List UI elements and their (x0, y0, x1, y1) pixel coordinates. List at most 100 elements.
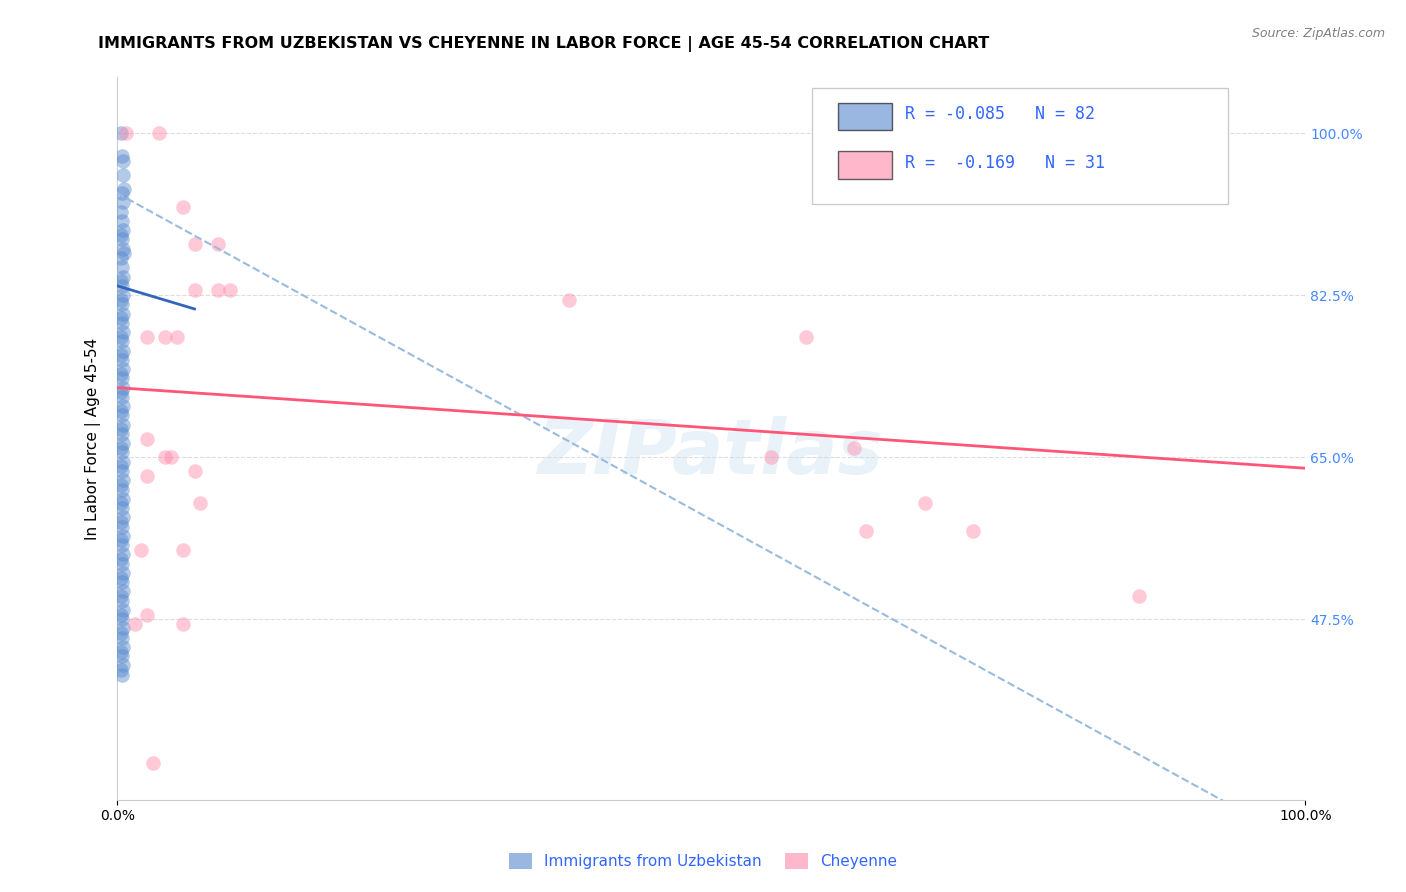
FancyBboxPatch shape (838, 103, 891, 130)
Point (112, 307, 135, 321)
Point (112, 529, 135, 543)
Point (1128, 589, 1150, 603)
Point (112, 473, 135, 487)
Point (153, 330, 176, 344)
Point (110, 459, 132, 474)
Point (796, 330, 818, 344)
Point (112, 325, 135, 339)
Point (111, 445, 134, 459)
Point (136, 432, 159, 446)
Point (110, 496, 132, 510)
Point (112, 362, 135, 376)
Point (112, 246, 135, 260)
Point (111, 232, 134, 246)
Point (207, 284, 229, 298)
Point (110, 385, 132, 400)
Point (148, 126, 170, 140)
Point (112, 343, 135, 358)
Point (111, 390, 134, 404)
Point (112, 288, 135, 302)
FancyBboxPatch shape (813, 88, 1229, 204)
Point (153, 450, 176, 464)
Point (172, 542, 194, 557)
Point (855, 524, 877, 539)
Point (112, 223, 135, 237)
Point (110, 644, 132, 658)
Point (111, 427, 134, 442)
Point (183, 237, 205, 252)
Text: Source: ZipAtlas.com: Source: ZipAtlas.com (1251, 27, 1385, 40)
Point (111, 149, 134, 163)
Point (110, 330, 132, 344)
Point (110, 251, 132, 265)
Text: ZIPatlas: ZIPatlas (538, 416, 884, 490)
Point (219, 284, 242, 298)
Point (112, 181, 135, 195)
Point (112, 603, 135, 617)
Point (112, 455, 135, 469)
Point (111, 557, 134, 571)
Point (112, 417, 135, 432)
Point (110, 533, 132, 548)
Point (172, 200, 194, 214)
Point (112, 381, 135, 395)
Point (111, 538, 134, 552)
Point (110, 552, 132, 566)
Point (142, 756, 165, 770)
Point (112, 399, 135, 413)
Point (111, 464, 134, 478)
Point (112, 510, 135, 524)
Point (172, 616, 194, 631)
Point (136, 330, 159, 344)
Point (112, 436, 135, 450)
Point (159, 450, 181, 464)
Point (110, 589, 132, 603)
Point (166, 330, 188, 344)
Point (111, 409, 134, 423)
Point (110, 293, 132, 307)
Point (110, 367, 132, 381)
Point (136, 607, 159, 622)
Y-axis label: In Labor Force | Age 45-54: In Labor Force | Age 45-54 (86, 337, 101, 540)
Point (110, 478, 132, 492)
Point (112, 491, 135, 506)
Point (112, 242, 135, 256)
Point (111, 316, 134, 330)
Point (962, 524, 984, 539)
Point (111, 649, 134, 664)
Point (110, 204, 132, 219)
Point (110, 663, 132, 677)
Point (111, 631, 134, 645)
Point (111, 186, 134, 201)
Point (129, 542, 152, 557)
Point (111, 297, 134, 311)
Point (558, 293, 581, 307)
Point (190, 496, 212, 510)
Point (112, 269, 135, 284)
Point (110, 404, 132, 418)
Legend: Immigrants from Uzbekistan, Cheyenne: Immigrants from Uzbekistan, Cheyenne (503, 847, 903, 875)
Text: R = -0.085   N = 82: R = -0.085 N = 82 (905, 104, 1095, 122)
Point (112, 153, 135, 168)
Point (914, 496, 936, 510)
Point (842, 441, 865, 455)
Point (136, 468, 159, 483)
Point (112, 658, 135, 673)
Point (110, 607, 132, 622)
Point (112, 566, 135, 580)
Point (112, 195, 135, 210)
Point (110, 227, 132, 242)
FancyBboxPatch shape (838, 151, 891, 178)
Point (112, 547, 135, 561)
Point (111, 519, 134, 533)
Point (111, 278, 134, 293)
Point (111, 575, 134, 590)
Point (111, 593, 134, 607)
Point (759, 450, 782, 464)
Point (112, 168, 135, 182)
Point (207, 237, 229, 252)
Point (110, 570, 132, 584)
Point (111, 612, 134, 626)
Point (183, 464, 205, 478)
Point (124, 616, 146, 631)
